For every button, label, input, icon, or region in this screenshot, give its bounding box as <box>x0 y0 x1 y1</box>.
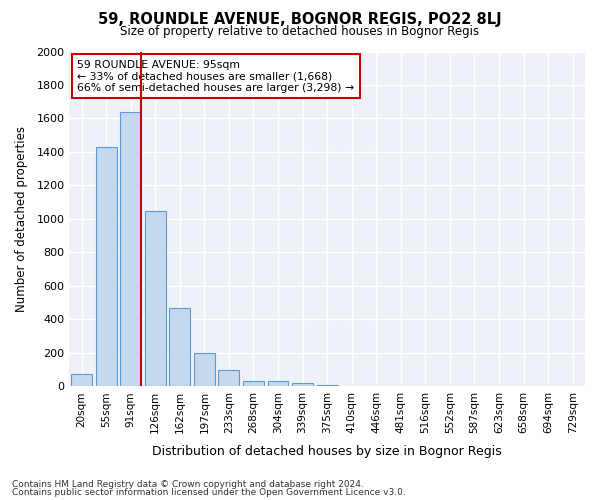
Bar <box>317 384 338 386</box>
Text: 59 ROUNDLE AVENUE: 95sqm
← 33% of detached houses are smaller (1,668)
66% of sem: 59 ROUNDLE AVENUE: 95sqm ← 33% of detach… <box>77 60 354 93</box>
Bar <box>71 374 92 386</box>
Bar <box>218 370 239 386</box>
Bar <box>169 308 190 386</box>
Bar <box>120 112 141 386</box>
Text: Contains HM Land Registry data © Crown copyright and database right 2024.: Contains HM Land Registry data © Crown c… <box>12 480 364 489</box>
Text: Contains public sector information licensed under the Open Government Licence v3: Contains public sector information licen… <box>12 488 406 497</box>
Bar <box>268 382 289 386</box>
Bar <box>145 210 166 386</box>
Y-axis label: Number of detached properties: Number of detached properties <box>15 126 28 312</box>
Bar <box>194 353 215 386</box>
Bar <box>243 380 264 386</box>
Text: Size of property relative to detached houses in Bognor Regis: Size of property relative to detached ho… <box>121 25 479 38</box>
Bar <box>292 383 313 386</box>
Bar <box>96 147 116 386</box>
Text: 59, ROUNDLE AVENUE, BOGNOR REGIS, PO22 8LJ: 59, ROUNDLE AVENUE, BOGNOR REGIS, PO22 8… <box>98 12 502 27</box>
X-axis label: Distribution of detached houses by size in Bognor Regis: Distribution of detached houses by size … <box>152 444 502 458</box>
